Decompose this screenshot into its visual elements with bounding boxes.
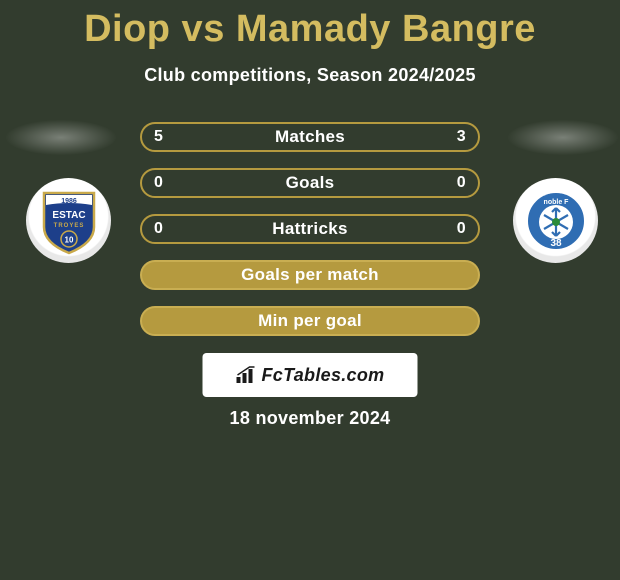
stat-row-min-per-goal: Min per goal	[140, 306, 480, 336]
crest-estac-text: ESTAC	[52, 210, 85, 221]
crest-troyes-text: TROYES	[53, 223, 84, 229]
halo-left	[6, 120, 116, 155]
attribution-text: FcTables.com	[262, 365, 385, 386]
stat-right-value: 0	[457, 220, 466, 238]
stat-row-goals-per-match: Goals per match	[140, 260, 480, 290]
stat-left-value: 5	[154, 128, 163, 146]
grenoble-crest-icon: noble F noble F 38	[525, 190, 587, 252]
stat-right-value: 3	[457, 128, 466, 146]
halo-right	[508, 120, 618, 155]
stat-left-value: 0	[154, 174, 163, 192]
crest-year: 1986	[61, 198, 77, 205]
team-badge-right: noble F noble F 38	[513, 178, 598, 263]
stat-right-value: 0	[457, 174, 466, 192]
estac-troyes-crest-icon: 1986 ESTAC TROYES 10	[40, 187, 98, 255]
stat-label: Hattricks	[272, 219, 347, 239]
page-title: Diop vs Mamady Bangre	[0, 0, 620, 51]
stat-row-matches: 5 Matches 3	[140, 122, 480, 152]
crest-number: 10	[64, 235, 73, 244]
stat-label: Min per goal	[258, 311, 362, 331]
page-subtitle: Club competitions, Season 2024/2025	[0, 65, 620, 86]
stat-label: Goals	[286, 173, 335, 193]
stat-row-hattricks: 0 Hattricks 0	[140, 214, 480, 244]
footer-date: 18 november 2024	[0, 408, 620, 429]
crest-38-text: 38	[550, 238, 562, 249]
stat-row-goals: 0 Goals 0	[140, 168, 480, 198]
stat-label: Goals per match	[241, 265, 379, 285]
team-badge-left: 1986 ESTAC TROYES 10	[26, 178, 111, 263]
svg-text:noble F: noble F	[543, 199, 569, 206]
bar-chart-icon	[236, 366, 258, 384]
attribution-badge[interactable]: FcTables.com	[203, 353, 418, 397]
stat-label: Matches	[275, 127, 345, 147]
stat-left-value: 0	[154, 220, 163, 238]
stats-rows: 5 Matches 3 0 Goals 0 0 Hattricks 0 Goal…	[140, 122, 480, 352]
